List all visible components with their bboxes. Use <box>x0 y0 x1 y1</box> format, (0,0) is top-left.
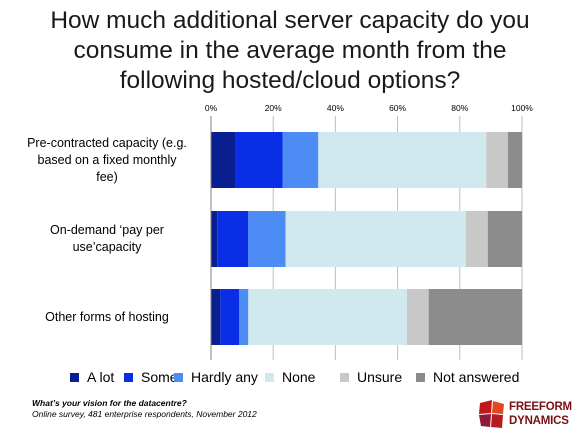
legend-label: None <box>282 369 316 385</box>
bar-segment <box>487 211 522 267</box>
bar-segment <box>282 132 319 188</box>
legend-swatch <box>416 372 425 382</box>
logo-mark-icon <box>479 400 504 428</box>
bar-segment <box>211 211 218 267</box>
bar-segment <box>248 289 407 345</box>
bar-segment <box>238 289 249 345</box>
x-tick-label: 100% <box>511 103 533 113</box>
bar-segment <box>285 211 467 267</box>
bar-segment <box>211 132 236 188</box>
category-label: Pre-contracted capacity (e.g. based on a … <box>14 135 200 186</box>
bar-segment <box>220 289 239 345</box>
x-tick-label: 20% <box>265 103 282 113</box>
title-line-1: How much additional server capacity do y… <box>50 7 530 34</box>
legend-swatch <box>174 372 183 382</box>
legend-swatch <box>124 372 133 382</box>
legend-label: Unsure <box>357 369 403 385</box>
category-label-line: Pre-contracted capacity (e.g. <box>27 135 187 150</box>
x-tick-label: 80% <box>451 103 468 113</box>
legend-item: None <box>265 369 315 385</box>
bar-segment <box>318 132 487 188</box>
legend-item: Unsure <box>340 369 402 385</box>
category-label-line: use’capacity <box>72 240 142 254</box>
bar-segment <box>235 132 283 188</box>
footer: What’s your vision for the datacentre? O… <box>32 398 257 420</box>
bar-segment <box>248 211 286 267</box>
title-line-2: consume in the average month from the <box>73 37 507 64</box>
category-label-line: fee) <box>96 169 118 184</box>
chart-title: How much additional server capacity do y… <box>0 6 580 96</box>
freeform-dynamics-logo: FREEFORM DYNAMICS <box>478 397 572 431</box>
x-tick-label: 60% <box>389 103 406 113</box>
legend-swatch <box>70 372 79 382</box>
legend-label: Not answered <box>433 369 520 385</box>
bar-segment <box>211 289 221 345</box>
title-line-3: following hosted/cloud options? <box>119 67 461 94</box>
legend-item: A lot <box>70 369 114 385</box>
bar-segment <box>508 132 522 188</box>
x-tick-label: 0% <box>205 103 218 113</box>
legend: A lot Some Hardly any None Unsure Not answere… <box>0 369 580 387</box>
legend-label: A lot <box>87 369 115 385</box>
legend-item: Not answered <box>416 369 519 385</box>
legend-label: Hardly any <box>191 369 258 385</box>
category-label-line: On-demand ‘pay per <box>50 223 164 237</box>
legend-item: Hardly any <box>174 369 258 385</box>
legend-label: Some <box>141 369 178 385</box>
bar-segment <box>217 211 249 267</box>
category-label-line: Other forms of hosting <box>45 309 169 324</box>
category-label: On-demand ‘pay per use’capacity <box>14 222 200 256</box>
bar-segment <box>428 289 522 345</box>
legend-swatch <box>340 372 349 382</box>
bar-segment <box>466 211 488 267</box>
category-label-line: based on a fixed monthly <box>37 152 177 167</box>
bar-segment <box>406 289 429 345</box>
logo-line-2: DYNAMICS <box>509 415 569 427</box>
logo-text: FREEFORM DYNAMICS <box>509 400 572 428</box>
legend-swatch <box>265 372 274 382</box>
category-label: Other forms of hosting <box>14 309 200 326</box>
logo-line-1: FREEFORM <box>509 401 572 413</box>
bar-segment <box>486 132 509 188</box>
legend-item: Some <box>124 369 178 385</box>
footer-survey-details: Online survey, 481 enterprise respondent… <box>32 409 257 419</box>
footer-survey-title: What’s your vision for the datacentre? <box>32 398 187 408</box>
x-tick-label: 40% <box>327 103 344 113</box>
